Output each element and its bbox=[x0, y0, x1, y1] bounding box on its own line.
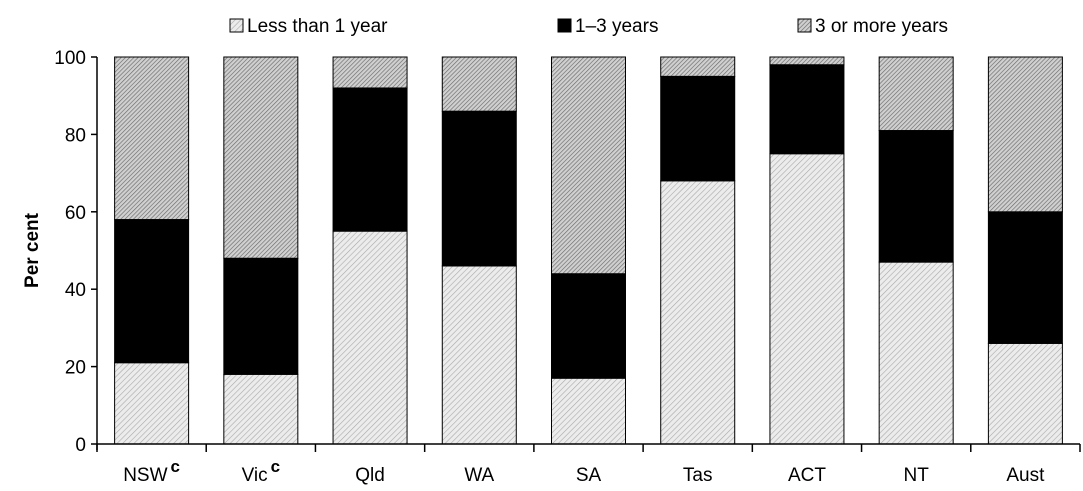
x-tick-label-sa: SA bbox=[576, 465, 602, 486]
bar-vic-series-2 bbox=[223, 257, 299, 375]
bar-qld-series-1 bbox=[332, 230, 408, 445]
bar-aust-series-2 bbox=[987, 211, 1063, 344]
bar-tas-series-2 bbox=[660, 75, 736, 182]
y-tick-label-80: 80 bbox=[65, 125, 86, 146]
x-tick-label-qld: Qld bbox=[355, 465, 385, 486]
legend-label-2: 1–3 years bbox=[575, 16, 658, 37]
bar-vic-series-1 bbox=[223, 373, 299, 445]
bar-sa-series-1 bbox=[551, 377, 626, 445]
x-tick-label-act: ACT bbox=[788, 465, 826, 486]
bar-wa-series-2 bbox=[441, 110, 517, 267]
y-axis-title-group: Per cent bbox=[22, 212, 43, 288]
bar-act-series-2 bbox=[769, 64, 845, 155]
bar-tas-series-3 bbox=[660, 56, 736, 77]
bar-vic-series-3 bbox=[223, 56, 299, 259]
y-tick-label-100: 100 bbox=[54, 48, 86, 69]
category-labels: NSW c Vic c Qld WA SA Tas ACT NT Aust bbox=[123, 457, 1045, 486]
x-tick-label-nsw: NSW c bbox=[123, 457, 180, 486]
x-tick-label-tas: Tas bbox=[683, 465, 713, 486]
legend-swatch-1 bbox=[229, 18, 244, 33]
bar-act-series-1 bbox=[769, 153, 845, 445]
y-tick-label-20: 20 bbox=[65, 358, 86, 379]
bar-nsw-series-3 bbox=[114, 56, 190, 221]
bar-aust-series-3 bbox=[987, 56, 1063, 213]
bars bbox=[114, 56, 1063, 445]
bar-wa-series-1 bbox=[441, 265, 517, 445]
legend-swatch-2 bbox=[557, 18, 572, 33]
y-tick-label-40: 40 bbox=[65, 280, 86, 301]
bar-act-series-3 bbox=[769, 56, 845, 66]
legend-label-1: Less than 1 year bbox=[247, 16, 388, 37]
bar-nt-series-1 bbox=[878, 261, 954, 445]
x-tick-superscript-nsw: c bbox=[171, 457, 180, 476]
x-tick-label-vic: Vic c bbox=[242, 457, 281, 486]
bar-sa-series-2 bbox=[551, 273, 626, 379]
x-tick-superscript-vic: c bbox=[271, 457, 280, 476]
y-tick-label-60: 60 bbox=[65, 203, 86, 224]
bar-qld-series-2 bbox=[332, 87, 408, 232]
x-tick-label-nt: NT bbox=[904, 465, 930, 486]
bar-qld-series-3 bbox=[332, 56, 408, 89]
bar-nt-series-2 bbox=[878, 130, 954, 263]
bar-wa-series-3 bbox=[441, 56, 517, 112]
legend-label-3: 3 or more years bbox=[815, 16, 948, 37]
axes: 0 20 40 60 80 100 bbox=[54, 48, 1081, 456]
y-axis-title: Per cent bbox=[22, 212, 43, 288]
x-tick-label-wa: WA bbox=[464, 465, 494, 486]
bar-nt-series-3 bbox=[878, 56, 954, 132]
legend-swatch-3 bbox=[797, 18, 812, 33]
bar-nsw-series-2 bbox=[114, 219, 190, 364]
x-tick-label-aust: Aust bbox=[1006, 465, 1045, 486]
bar-tas-series-1 bbox=[660, 180, 736, 445]
legend: Less than 1 year 1–3 years 3 or more years bbox=[229, 16, 948, 37]
bar-nsw-series-1 bbox=[114, 362, 190, 445]
y-tick-label-0: 0 bbox=[75, 435, 86, 456]
bar-sa-series-3 bbox=[551, 56, 626, 275]
bar-aust-series-1 bbox=[987, 342, 1063, 445]
